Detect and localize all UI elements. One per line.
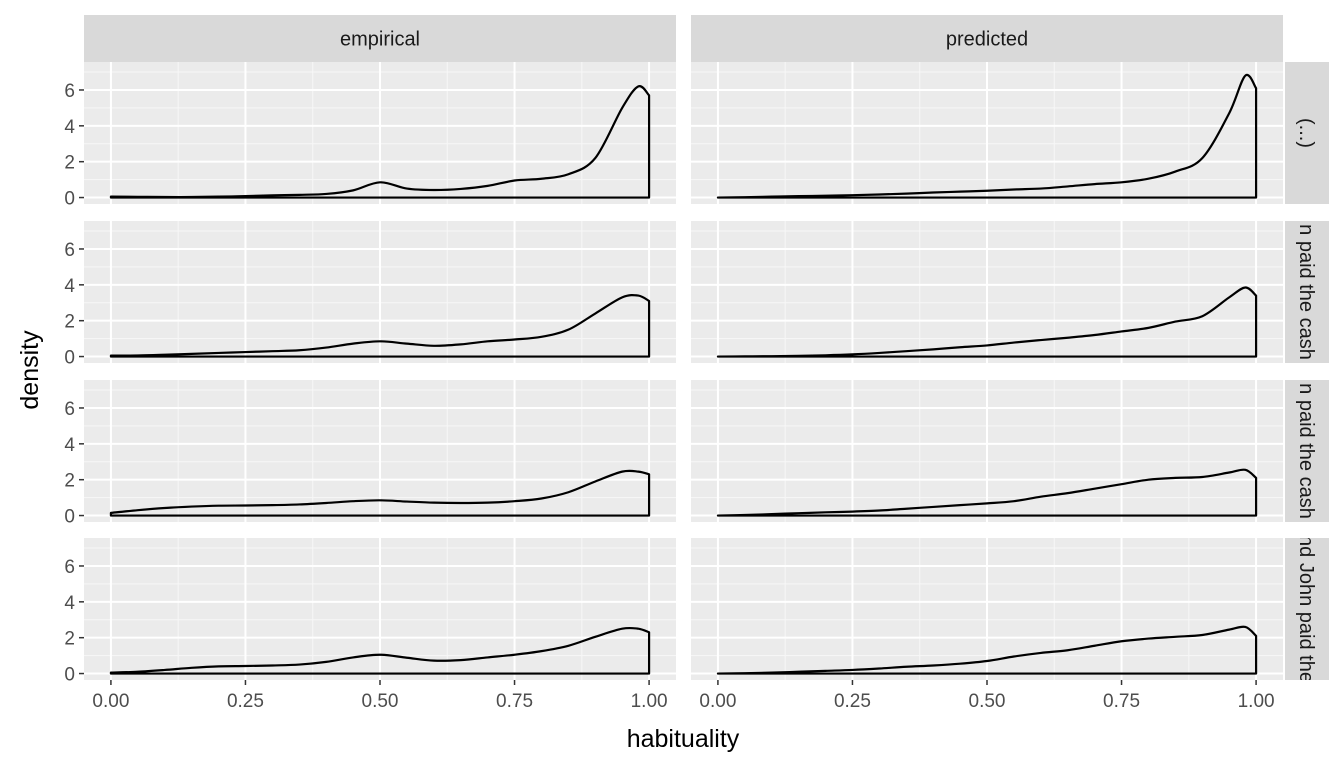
- y-tick-label: 6: [64, 557, 75, 578]
- grid-3-0: [84, 538, 676, 680]
- y-tick-label: 4: [64, 276, 75, 297]
- x-tick-label: 0.00: [699, 691, 736, 712]
- strip-label-row-2: n paid the cash: [1295, 383, 1317, 519]
- y-tick-label: 0: [64, 189, 75, 210]
- strip-right-group-1: n paid the cash: [1295, 224, 1317, 360]
- y-tick-label: 0: [64, 507, 75, 528]
- x-tick-label: 0.50: [969, 691, 1006, 712]
- density-curve-3-1: [716, 625, 1258, 675]
- strip-label-row-1: n paid the cash: [1295, 224, 1317, 360]
- x-tick-label: 1.00: [631, 691, 668, 712]
- y-tick-label: 4: [64, 593, 75, 614]
- axes-layer: 0 2 4 6 0 2 4 6 0 2 4 6 0 2 4 6 0.00 0.25 0.50 0.75 1.00 0.00…: [64, 81, 1274, 712]
- y-tick-label: 2: [64, 471, 75, 492]
- strip-top-bg-1: [691, 15, 1283, 62]
- y-tick-label: 6: [64, 399, 75, 420]
- strip-right-bg-0: [1285, 62, 1329, 204]
- grid-2-1: [691, 380, 1283, 522]
- strip-right-bg-1: [1285, 221, 1329, 363]
- y-tick-label: 0: [64, 348, 75, 369]
- x-tick-label: 0.75: [1103, 691, 1140, 712]
- strip-right-group-3: nd John paid the: [1295, 535, 1317, 683]
- x-axis-title: habituality: [627, 725, 740, 753]
- y-tick-label: 0: [64, 665, 75, 686]
- x-tick-label: 1.00: [1238, 691, 1275, 712]
- strip-right-bg-2: [1285, 380, 1329, 522]
- density-curve-0-1: [716, 73, 1258, 199]
- y-axis-title: density: [16, 330, 44, 410]
- density-curve-1-0: [109, 294, 651, 358]
- x-tick-label: 0.25: [227, 691, 264, 712]
- density-curve-0-0: [109, 85, 651, 199]
- strip-label-row-0: (...): [1295, 118, 1317, 148]
- density-curve-2-0: [109, 469, 651, 517]
- y-tick-label: 6: [64, 81, 75, 102]
- y-tick-label: 2: [64, 629, 75, 650]
- strip-right-group-0: (...): [1295, 118, 1317, 148]
- y-tick-label: 2: [64, 153, 75, 174]
- strip-label-row-3: nd John paid the: [1295, 535, 1317, 683]
- strip-top-bg-0: [84, 15, 676, 62]
- y-tick-label: 4: [64, 435, 75, 456]
- density-curve-1-1: [716, 286, 1258, 358]
- strip-right-group-2: n paid the cash: [1295, 383, 1317, 519]
- strip-label-empirical: empirical: [340, 29, 420, 51]
- y-tick-label: 6: [64, 240, 75, 261]
- facet-strips: empirical predicted (...) n paid the cash n …: [84, 15, 1329, 683]
- density-curve-2-1: [716, 468, 1258, 517]
- density-curve-3-0: [109, 626, 651, 675]
- x-tick-label: 0.00: [92, 691, 129, 712]
- panels-layer: [84, 62, 1283, 680]
- x-tick-label: 0.75: [496, 691, 533, 712]
- strip-label-predicted: predicted: [946, 29, 1028, 51]
- x-tick-label: 0.25: [834, 691, 871, 712]
- y-tick-label: 4: [64, 117, 75, 138]
- x-tick-label: 0.50: [362, 691, 399, 712]
- y-tick-label: 2: [64, 312, 75, 333]
- strip-right-bg-3: [1285, 538, 1329, 680]
